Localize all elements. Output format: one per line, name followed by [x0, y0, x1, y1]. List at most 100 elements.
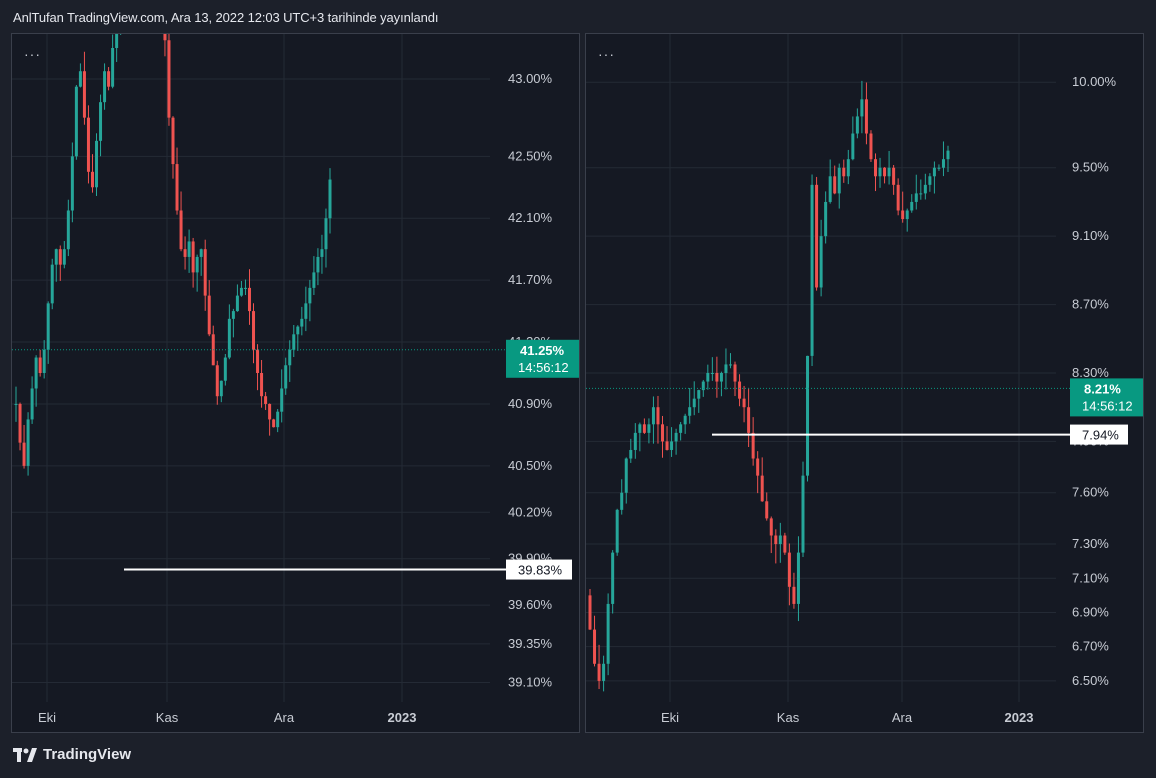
candle	[674, 428, 678, 455]
candle	[883, 167, 887, 184]
candle	[851, 116, 855, 161]
candle-body	[268, 403, 272, 420]
candle	[706, 364, 710, 390]
candle	[239, 280, 243, 297]
candle-body	[167, 40, 171, 118]
candle-body	[243, 287, 247, 289]
candle	[670, 427, 674, 457]
candle	[778, 522, 782, 563]
candlestick-chart-right[interactable]: 10.00%9.50%9.10%8.70%8.30%7.90%7.60%7.30…	[586, 34, 1143, 732]
candle	[629, 438, 633, 463]
candle-body	[901, 210, 905, 220]
candle-body	[787, 552, 791, 587]
candle	[620, 479, 624, 515]
candle	[796, 536, 800, 622]
candle	[312, 256, 316, 296]
candle	[733, 361, 737, 397]
candle-body	[629, 449, 633, 459]
candle-body	[692, 398, 696, 408]
candle	[320, 234, 324, 274]
candle	[855, 108, 859, 139]
candle	[765, 492, 769, 521]
candle-body	[937, 167, 941, 169]
candle	[923, 173, 927, 200]
candle-body	[733, 364, 737, 382]
y-tick-label: 7.10%	[1072, 570, 1109, 585]
candle	[252, 303, 256, 364]
last-price-badge	[1070, 378, 1143, 417]
candle	[163, 34, 167, 57]
candle-body	[864, 99, 868, 134]
candle	[869, 130, 873, 162]
candle-body	[66, 210, 70, 250]
chart-panel-right[interactable]: ··· 10.00%9.50%9.10%8.70%8.30%7.90%7.60%…	[585, 33, 1144, 733]
candle-body	[223, 357, 227, 381]
candle-body	[751, 432, 755, 459]
y-tick-label: 42.10%	[508, 210, 553, 225]
candle	[606, 593, 610, 676]
candle-body	[14, 403, 18, 405]
candle-body	[932, 167, 936, 177]
candle-body	[284, 365, 288, 389]
candle-body	[701, 381, 705, 391]
candle-body	[320, 249, 324, 257]
candle	[215, 360, 219, 405]
candle-body	[58, 249, 62, 265]
countdown-label: 14:56:12	[518, 360, 569, 375]
candle	[247, 269, 251, 325]
candle-body	[615, 509, 619, 553]
tradingview-branding: TradingView	[13, 746, 131, 763]
candle-body	[203, 249, 207, 296]
candle	[602, 655, 606, 692]
candle-body	[183, 249, 187, 257]
candle-body	[26, 419, 30, 466]
candle-body	[638, 424, 642, 433]
y-tick-label: 40.20%	[508, 504, 553, 519]
candle-body	[264, 396, 268, 404]
candle-body	[683, 415, 687, 425]
candle	[810, 174, 814, 367]
candle	[99, 94, 103, 157]
candle-body	[765, 501, 769, 519]
more-options-icon[interactable]: ···	[24, 46, 41, 62]
candle-body	[111, 48, 115, 87]
candle	[593, 615, 597, 667]
candle	[724, 348, 728, 390]
candle-body	[910, 201, 914, 211]
candle-body	[905, 210, 909, 220]
more-options-icon[interactable]: ···	[598, 46, 615, 62]
candle-body	[656, 407, 660, 425]
candle-body	[860, 99, 864, 117]
candle	[760, 457, 764, 502]
candle	[633, 423, 637, 459]
candle-body	[892, 167, 896, 185]
candle-body	[46, 303, 50, 350]
candle	[846, 149, 850, 185]
candle	[919, 179, 923, 200]
candle	[30, 376, 34, 424]
candle-body	[842, 167, 846, 177]
candle-body	[778, 535, 782, 545]
candle-body	[30, 388, 34, 420]
candle	[111, 34, 115, 89]
candle	[742, 385, 746, 423]
candle	[187, 229, 191, 273]
chart-panel-left[interactable]: ··· 43.00%42.50%42.10%41.70%41.30%40.90%…	[11, 33, 580, 733]
candle	[62, 240, 66, 269]
candle	[837, 163, 841, 209]
candle-body	[738, 381, 742, 399]
candle-body	[292, 334, 296, 350]
candle-body	[887, 167, 891, 177]
candle-body	[227, 318, 231, 358]
candle	[203, 239, 207, 311]
candle	[38, 349, 42, 377]
x-tick-label: Kas	[777, 710, 800, 725]
candle	[324, 208, 328, 268]
candle	[264, 391, 268, 410]
candle-body	[647, 424, 651, 433]
candle	[211, 325, 215, 366]
candle	[66, 199, 70, 257]
candlestick-chart-left[interactable]: 43.00%42.50%42.10%41.70%41.30%40.90%40.5…	[12, 34, 579, 732]
y-tick-label: 43.00%	[508, 71, 553, 86]
y-tick-label: 41.70%	[508, 272, 553, 287]
